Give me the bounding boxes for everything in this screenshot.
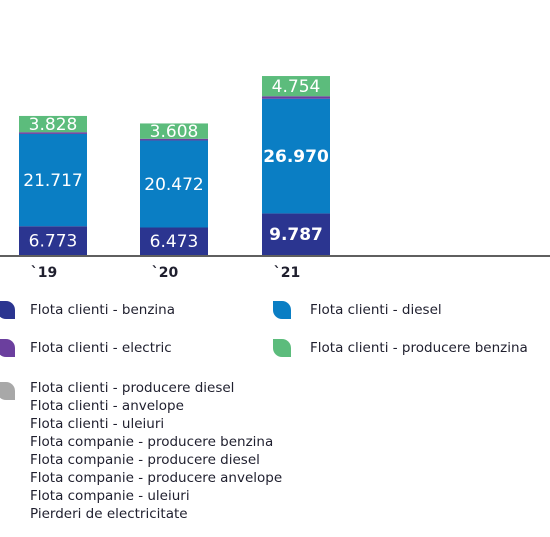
data-label: 9.787 — [269, 225, 323, 245]
bar-segment-1-2 — [140, 227, 208, 255]
bars-group: 6.773 21.717 3.828 6.473 20.472 3.608 9.787 26.… — [19, 76, 330, 255]
data-label: 26.970 — [263, 147, 329, 167]
data-label: 3.608 — [150, 122, 199, 142]
bar-segment-1-3 — [262, 213, 330, 255]
bar-segment-4-1 — [19, 115, 87, 133]
data-label: 3.828 — [29, 115, 78, 135]
bar-segment-3-2 — [140, 138, 208, 141]
bar-segment-3-3 — [262, 96, 330, 99]
category-label: `20 — [152, 265, 179, 281]
category-label: `19 — [31, 265, 57, 281]
data-label: 20.472 — [144, 175, 203, 195]
bar-segment-2-1 — [19, 133, 87, 227]
bar-segment-3-1 — [19, 132, 87, 134]
category-label: `21 — [274, 265, 300, 281]
data-label: 6.773 — [29, 232, 78, 252]
data-label: 6.473 — [150, 232, 199, 252]
bar-segment-4-3 — [262, 76, 330, 97]
bar-segment-1-1 — [19, 226, 87, 255]
bar-segment-2-3 — [262, 98, 330, 214]
bar-segment-4-2 — [140, 123, 208, 139]
data-label: 4.754 — [272, 77, 321, 97]
data-label: 21.717 — [23, 171, 82, 191]
category-labels: `19 `20 `21 — [31, 265, 300, 281]
bar-segment-2-2 — [140, 140, 208, 228]
